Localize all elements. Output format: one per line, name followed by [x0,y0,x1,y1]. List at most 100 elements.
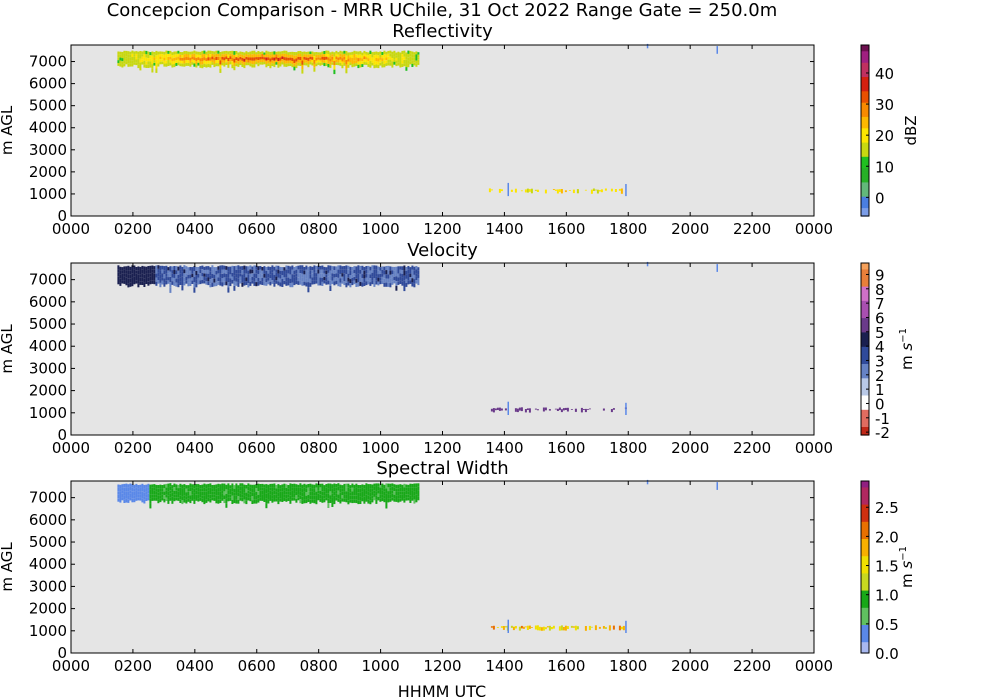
heatmap-cell [241,483,244,487]
heatmap-cell [233,285,236,291]
heatmap-cell [335,494,338,498]
heatmap-cell [293,497,296,501]
heatmap-cell [389,62,392,66]
heatmap-cell [261,59,264,62]
heatmap-cell [359,57,362,61]
heatmap-cell [213,484,216,488]
heatmap-cell [195,497,198,501]
heatmap-cell [127,488,130,492]
heatmap-cell [367,52,370,56]
heatmap-cell [243,273,246,278]
heatmap-cell [347,61,350,65]
heatmap-cell [177,274,180,279]
heatmap-cell [133,51,136,55]
heatmap-cell [409,273,412,278]
heatmap-cell [209,64,212,68]
heatmap-cell [289,270,292,275]
heatmap-cell [239,269,242,274]
heatmap-cell [570,409,573,410]
heatmap-cell [153,497,156,501]
heatmap-cell [203,60,206,64]
heatmap-cell [411,494,414,498]
heatmap-cell [231,269,234,273]
heatmap-cell [347,269,350,274]
heatmap-cell [309,278,312,283]
heatmap-cell [301,492,304,497]
heatmap-cell [303,495,306,500]
heatmap-cell [401,497,404,501]
heatmap-cell [197,274,200,278]
colorbar-segment [861,288,869,293]
heatmap-cell [125,498,128,503]
heatmap-cell [321,56,324,60]
heatmap-cell [355,270,358,275]
heatmap-cell [395,491,398,495]
heatmap-cell [552,189,555,190]
heatmap-cell [127,51,130,55]
heatmap-cell [417,281,420,286]
heatmap-cell [303,491,306,496]
heatmap-cell [411,490,414,494]
x-tick-label: 0000 [795,220,833,238]
heatmap-cell [225,494,228,499]
heatmap-cell [293,274,296,278]
heatmap-cell [293,493,296,498]
heatmap-cell [257,487,260,492]
heatmap-cell [175,497,178,501]
heatmap-cell [141,491,144,495]
heatmap-cell [237,58,240,62]
heatmap-cell [305,269,308,274]
heatmap-cell [283,497,286,502]
heatmap-cell [161,485,164,489]
heatmap-cell [177,283,180,288]
heatmap-cell [177,491,180,495]
heatmap-cell [383,278,386,283]
heatmap-cell [123,276,126,281]
heatmap-cell [381,497,384,502]
heatmap-cell [289,495,292,500]
heatmap-cell [263,61,266,65]
heatmap-cell [343,491,346,495]
heatmap-cell [397,277,400,282]
heatmap-cell [337,494,340,499]
heatmap-cell [279,278,282,283]
heatmap-cell [369,282,372,286]
colorbar-segment [861,601,869,605]
heatmap-cell [197,51,200,55]
heatmap-cell [173,281,176,286]
heatmap-cell [247,486,250,491]
heatmap-cell [375,64,378,68]
heatmap-cell [171,485,174,489]
heatmap-cell [319,60,322,64]
heatmap-cell [203,280,206,284]
heatmap-cell [379,267,382,271]
heatmap-cell [365,483,368,487]
heatmap-cell [219,52,222,57]
heatmap-cell [167,267,170,271]
heatmap-cell [125,61,128,65]
heatmap-cell [375,499,378,504]
heatmap-cell [167,495,170,500]
heatmap-cell [119,495,122,500]
heatmap-cell [225,53,228,57]
colorbar-segment [861,383,869,387]
heatmap-cell [339,278,342,283]
heatmap-cell [538,626,541,631]
heatmap-cell [215,488,218,492]
heatmap-cell [413,499,416,504]
heatmap-cell [131,265,134,270]
heatmap-cell [381,64,384,68]
heatmap-cell [127,265,130,271]
heatmap-cell [520,190,523,192]
heatmap-cell [129,54,132,58]
heatmap-cell [137,497,140,501]
heatmap-cell [117,487,120,492]
heatmap-cell [199,494,202,498]
x-tick-label: 0000 [795,657,833,675]
heatmap-cell [337,498,340,502]
heatmap-cell [171,52,174,56]
heatmap-cell [153,484,156,488]
heatmap-cell [303,483,306,488]
heatmap-cell [399,276,402,281]
heatmap-cell [401,488,404,492]
